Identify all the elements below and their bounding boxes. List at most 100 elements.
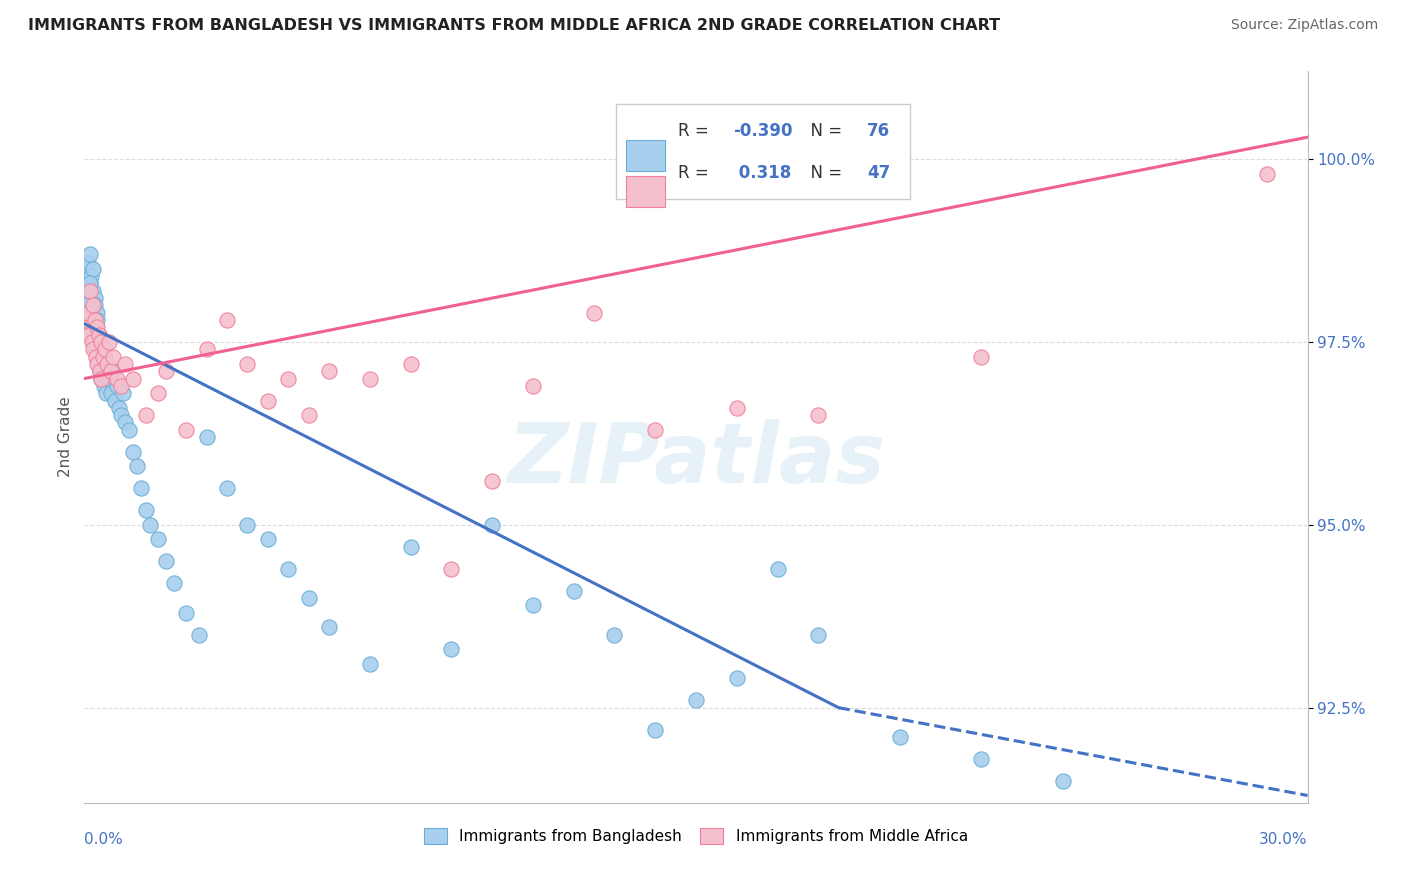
Point xyxy=(685,693,707,707)
Point xyxy=(86,320,108,334)
Point xyxy=(80,334,103,349)
Text: 30.0%: 30.0% xyxy=(1260,832,1308,847)
Point xyxy=(101,364,124,378)
FancyBboxPatch shape xyxy=(616,104,910,200)
Text: -0.390: -0.390 xyxy=(733,122,792,140)
Point xyxy=(77,327,100,342)
Point xyxy=(80,313,103,327)
Point xyxy=(96,357,118,371)
Point xyxy=(79,247,101,261)
Point xyxy=(89,364,111,378)
Point xyxy=(118,423,141,437)
Point xyxy=(135,408,157,422)
Point xyxy=(257,533,280,547)
Point xyxy=(83,313,105,327)
Point xyxy=(96,357,118,371)
Point xyxy=(77,254,100,268)
Point xyxy=(359,657,381,671)
Point xyxy=(86,313,108,327)
Point xyxy=(174,423,197,437)
Text: ZIPatlas: ZIPatlas xyxy=(508,418,884,500)
Point xyxy=(91,350,114,364)
Point xyxy=(318,364,340,378)
Point xyxy=(112,386,135,401)
Text: 0.0%: 0.0% xyxy=(84,832,124,847)
Text: N =: N = xyxy=(800,164,848,182)
Point xyxy=(440,642,463,657)
Point xyxy=(644,723,666,737)
Point xyxy=(725,672,748,686)
Point xyxy=(80,269,103,284)
Point xyxy=(83,291,105,305)
Point xyxy=(75,261,97,276)
Point xyxy=(84,320,107,334)
Point xyxy=(97,334,120,349)
Point xyxy=(84,298,107,312)
Point xyxy=(79,284,101,298)
Point xyxy=(82,327,104,342)
Point xyxy=(82,298,104,312)
Point xyxy=(101,350,124,364)
Point xyxy=(93,350,115,364)
Point xyxy=(163,576,186,591)
Text: IMMIGRANTS FROM BANGLADESH VS IMMIGRANTS FROM MIDDLE AFRICA 2ND GRADE CORRELATIO: IMMIGRANTS FROM BANGLADESH VS IMMIGRANTS… xyxy=(28,18,1000,33)
Point xyxy=(93,379,115,393)
Point xyxy=(110,408,132,422)
Point xyxy=(76,298,98,312)
Point xyxy=(94,386,117,401)
Point xyxy=(318,620,340,634)
Point xyxy=(86,350,108,364)
Point xyxy=(105,371,128,385)
Text: 47: 47 xyxy=(868,164,890,182)
Point xyxy=(603,627,626,641)
Point xyxy=(399,540,422,554)
Point xyxy=(84,350,107,364)
Point xyxy=(77,291,100,305)
Point xyxy=(90,371,112,385)
Point xyxy=(91,343,114,357)
Point xyxy=(100,386,122,401)
Point xyxy=(1256,167,1278,181)
Point xyxy=(135,503,157,517)
Point xyxy=(146,533,169,547)
Point xyxy=(174,606,197,620)
Point xyxy=(93,343,115,357)
Text: 76: 76 xyxy=(868,122,890,140)
Text: 0.318: 0.318 xyxy=(733,164,792,182)
Point xyxy=(87,327,110,342)
Point xyxy=(298,591,321,605)
Text: N =: N = xyxy=(800,122,848,140)
Point xyxy=(87,327,110,342)
Point xyxy=(83,343,105,357)
Point xyxy=(807,408,830,422)
Point xyxy=(110,379,132,393)
Point xyxy=(79,277,101,291)
Point xyxy=(82,343,104,357)
Point xyxy=(87,357,110,371)
Y-axis label: 2nd Grade: 2nd Grade xyxy=(58,397,73,477)
Point xyxy=(77,306,100,320)
Point xyxy=(236,357,259,371)
Text: R =: R = xyxy=(678,122,714,140)
Point xyxy=(122,371,145,385)
Point xyxy=(889,730,911,744)
Point xyxy=(522,599,544,613)
Point xyxy=(83,334,105,349)
Point xyxy=(277,562,299,576)
Point xyxy=(440,562,463,576)
Point xyxy=(127,459,149,474)
Point xyxy=(90,334,112,349)
Point xyxy=(122,444,145,458)
Point xyxy=(105,379,128,393)
Point xyxy=(76,284,98,298)
Point xyxy=(277,371,299,385)
Point xyxy=(217,313,239,327)
Point xyxy=(114,416,136,430)
Point xyxy=(970,350,993,364)
Point xyxy=(481,474,503,488)
Point xyxy=(195,343,218,357)
Point xyxy=(79,306,101,320)
Point xyxy=(481,517,503,532)
Point xyxy=(298,408,321,422)
Point xyxy=(79,277,101,291)
